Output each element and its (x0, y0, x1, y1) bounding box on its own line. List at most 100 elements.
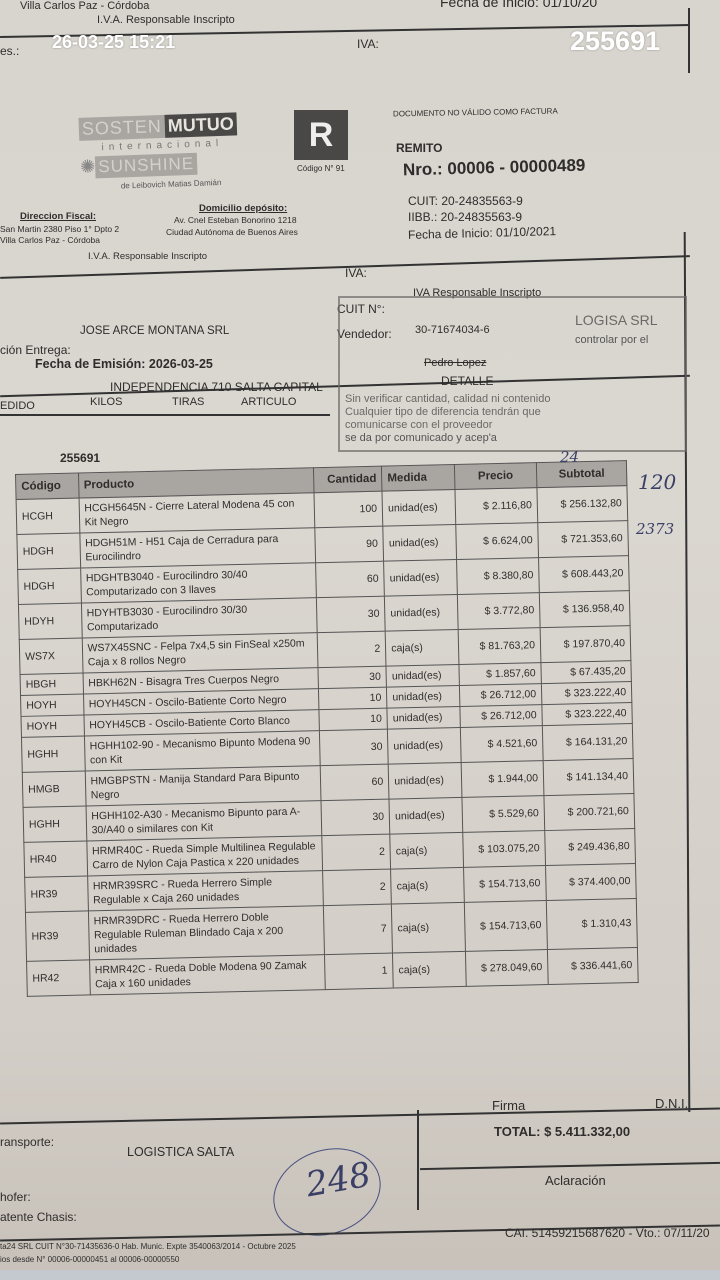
cell-precio: $ 4.521,60 (460, 725, 544, 763)
cell-medida: unidad(es) (387, 727, 461, 765)
cell-cantidad: 30 (315, 596, 386, 633)
cell-cantidad: 1 (324, 953, 394, 990)
stamp-line2: Sin verificar cantidad, calidad ni conte… (345, 393, 551, 405)
prev-label: es.: (0, 44, 20, 58)
cell-precio: $ 103.075,20 (462, 830, 546, 868)
direccion-fiscal-line2: Villa Carlos Paz - Córdoba (0, 235, 100, 245)
cell-medida: caja(s) (385, 629, 459, 667)
cell-producto: HDYHTB3030 - Eurocilindro 30/30 Computar… (80, 597, 317, 639)
vendedor-label: Vendedor: (337, 327, 392, 341)
cell-medida: unidad(es) (387, 706, 461, 730)
deposito-label: Domicilio depósito: (199, 203, 288, 214)
cell-subtotal: $ 1.310,43 (546, 898, 638, 950)
iva-cond: I.V.A. Responsable Inscripto (88, 251, 207, 262)
logo-sosten: SOSTEN (78, 114, 166, 141)
cell-codigo: HOYH (21, 715, 84, 738)
dni-label: D.N.I. (655, 1096, 689, 1111)
cell-precio: $ 278.049,60 (465, 949, 549, 987)
cell-medida: unidad(es) (384, 594, 458, 632)
cell-cantidad: 7 (322, 904, 393, 955)
items-table: Código Producto Cantidad Medida Precio S… (15, 460, 639, 997)
cell-medida: caja(s) (390, 867, 465, 905)
document-letter: R (294, 110, 348, 160)
patente-label: atente Chasis: (0, 1210, 77, 1224)
sun-icon: ✺ (79, 156, 96, 177)
cell-subtotal: $ 200.721,60 (543, 793, 635, 831)
cell-subtotal: $ 141.134,40 (543, 758, 634, 796)
cell-codigo: HBGH (20, 673, 84, 696)
header-cantidad: Cantidad (312, 466, 383, 493)
stamp-line5: se da por comunicado y acep'a (345, 432, 497, 444)
cell-producto: HRMR40C - Rueda Simple Multilinea Regula… (86, 835, 323, 876)
deposito-line1: Av. Cnel Esteban Bonorino 1218 (174, 215, 297, 225)
overlay-number: 255691 (570, 26, 661, 56)
cell-medida: caja(s) (389, 832, 464, 870)
cai-number: CAI. 51459215687620 - Vto.: 07/11/20 (505, 1226, 710, 1240)
handwritten-note: 120 (638, 470, 677, 494)
cell-precio: $ 81.763,20 (457, 627, 541, 665)
cell-codigo: HMGB (22, 770, 86, 808)
cell-subtotal: $ 164.131,20 (542, 723, 634, 761)
cell-producto: HRMR39DRC - Rueda Herrero Doble Regulabl… (87, 905, 325, 960)
cell-producto: HDGHTB3040 - Eurocilindro 30/40 Computar… (80, 562, 316, 604)
cell-medida: unidad(es) (386, 685, 460, 709)
divider (688, 8, 690, 73)
cell-precio: $ 6.624,00 (455, 522, 539, 560)
cell-codigo: WS7X (19, 638, 83, 675)
prev-fecha-inicio: Fecha de Inicio: 01/10/20 (440, 0, 598, 10)
cell-precio: $ 1.857,60 (458, 662, 542, 686)
cell-producto: HDGH51M - H51 Caja de Cerradura para Eur… (79, 527, 316, 569)
fecha-emision: Fecha de Emisión: 2026-03-25 (35, 357, 213, 371)
col-tiras: TIRAS (172, 396, 205, 408)
cell-subtotal: $ 136.958,40 (539, 590, 631, 628)
prev-address: Villa Carlos Paz - Córdoba (20, 0, 150, 12)
logo-mutuo: MUTUO (164, 112, 238, 138)
entrega-label: ción Entrega: (0, 343, 71, 357)
cell-precio: $ 8.380,80 (456, 557, 540, 595)
handwritten-note: 2373 (636, 520, 675, 538)
aclaracion-label: Aclaración (545, 1173, 606, 1188)
cell-subtotal: $ 374.400,00 (545, 863, 637, 901)
cell-codigo: HGHH (21, 736, 85, 773)
cell-producto: HRMR42C - Rueda Doble Modena 90 Zamak Ca… (89, 954, 325, 995)
remito-number: Nro.: 00006 - 00000489 (402, 155, 586, 180)
issuer-fecha-inicio: Fecha de Inicio: 01/10/2021 (407, 224, 557, 242)
cell-medida: unidad(es) (382, 489, 456, 527)
cell-producto: HRMR39SRC - Rueda Herrero Simple Regulab… (87, 870, 323, 911)
client-cuit-label: CUIT N°: (337, 302, 385, 316)
reception-stamp (338, 296, 687, 452)
prev-iva-cond: I.V.A. Responsable Inscripto (97, 14, 235, 26)
cell-cantidad: 30 (318, 729, 389, 766)
cell-codigo: HR39 (25, 910, 90, 962)
delivery-address: INDEPENDENCIA 710 SALTA CAPITAL (110, 380, 323, 394)
cell-codigo: HDGH (17, 568, 81, 605)
col-kilos: KILOS (90, 396, 123, 408)
cell-precio: $ 1.944,00 (460, 760, 544, 798)
cell-producto: HGHH102-90 - Mecanismo Bipunto Modena 90… (83, 730, 320, 771)
direccion-fiscal-label: Direccion Fiscal: (20, 211, 97, 222)
divider (420, 1161, 720, 1171)
detalle-heading: DETALLE (441, 374, 494, 388)
no-valido-label: DOCUMENTO NO VÁLIDO COMO FACTURA (392, 106, 558, 119)
col-articulo: ARTICULO (241, 396, 297, 408)
header-subtotal: Subtotal (536, 460, 627, 488)
transporte-label: ransporte: (0, 1135, 55, 1149)
cell-cantidad: 2 (321, 834, 391, 871)
background-surface (0, 1270, 720, 1280)
cell-precio: $ 26.712,00 (459, 704, 543, 728)
client-iva-label: IVA: (345, 266, 367, 280)
cell-cantidad: 30 (320, 799, 390, 836)
imprenta-line1: ta24 SRL CUIT N°30-71435636-0 Hab. Munic… (0, 1242, 296, 1251)
issuer-cuit: CUIT: 20-24835563-9 (408, 194, 523, 208)
company-logo: SOSTEN MUTUO internacional ✺ SUNSHINE de L… (78, 112, 246, 208)
firma-label: Firma (492, 1098, 526, 1113)
cell-cantidad: 10 (317, 687, 388, 710)
cell-cantidad: 60 (315, 561, 385, 598)
cell-producto: WS7X45SNC - Felpa 7x4,5 sin FinSeal x250… (81, 632, 318, 674)
cell-medida: unidad(es) (389, 797, 463, 835)
cell-medida: caja(s) (391, 902, 466, 954)
cell-codigo: HOYH (20, 694, 84, 717)
stamp-company: LOGISA SRL (575, 312, 658, 328)
cell-cantidad: 100 (313, 491, 383, 528)
codigo-number: Código N° 91 (297, 164, 345, 173)
